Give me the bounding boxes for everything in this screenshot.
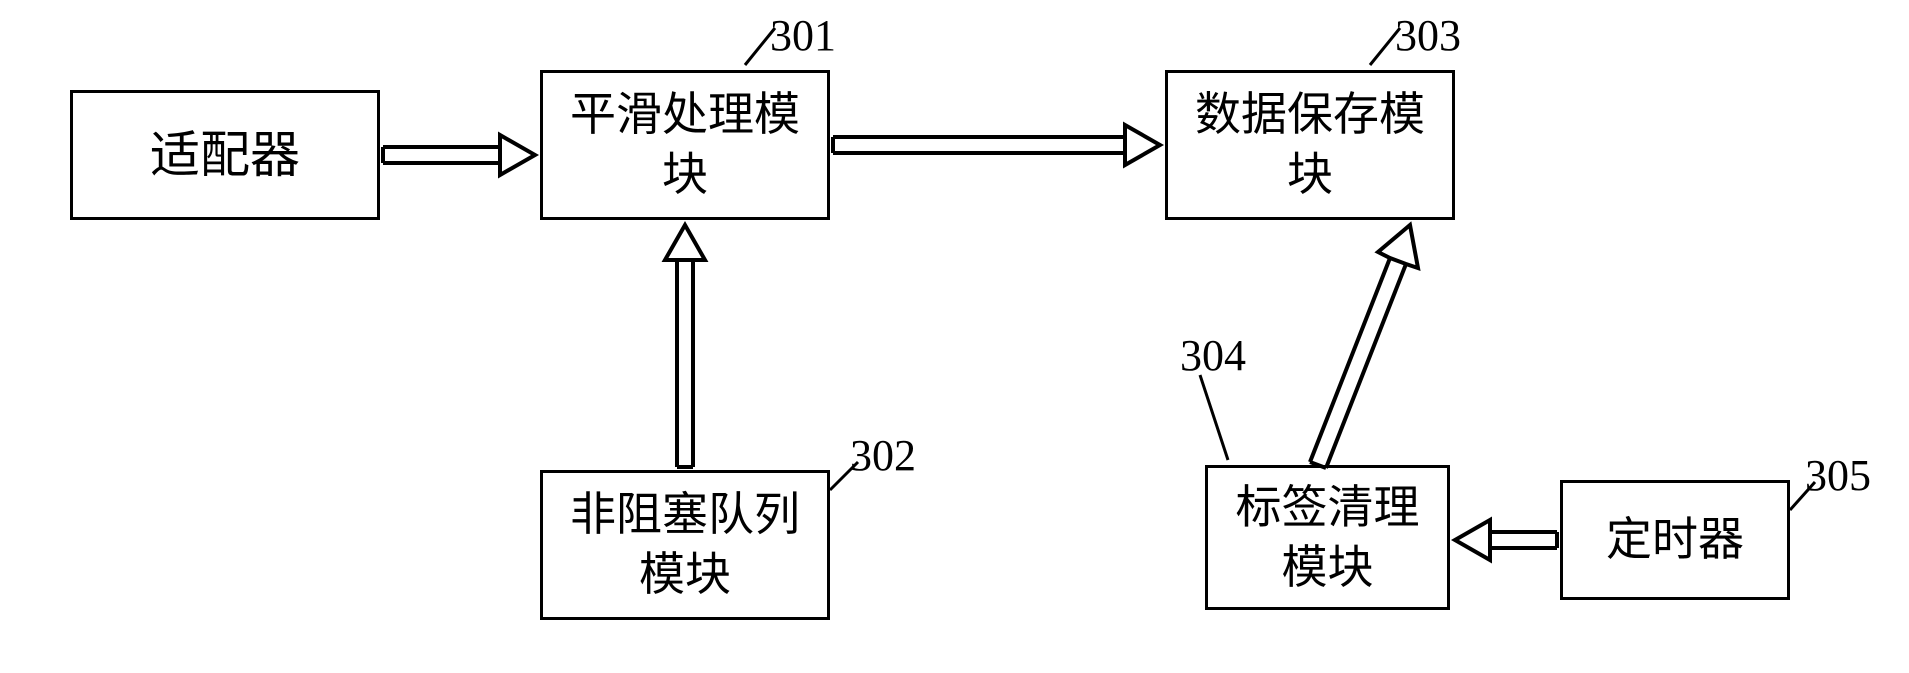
node-label: 定时器 — [1606, 510, 1744, 570]
edge-adapter-to-smoothing — [383, 135, 535, 175]
node-label: 适配器 — [150, 123, 300, 188]
edge-nonblocking-to-smoothing — [665, 225, 705, 467]
node-label: 数据保存模块 — [1195, 85, 1425, 205]
node-adapter: 适配器 — [70, 90, 380, 220]
edge-tagclean-to-datasave — [1310, 225, 1418, 468]
ref-label-303: 303 — [1395, 10, 1461, 61]
node-data-save: 数据保存模块 — [1165, 70, 1455, 220]
edge-smoothing-to-datasave — [833, 125, 1160, 165]
ref-label-302: 302 — [850, 430, 916, 481]
node-smoothing: 平滑处理模块 — [540, 70, 830, 220]
ref-label-304: 304 — [1180, 330, 1246, 381]
node-tag-cleanup: 标签清理模块 — [1205, 465, 1450, 610]
edge-timer-to-tagclean — [1455, 520, 1557, 560]
ref-label-305: 305 — [1805, 450, 1871, 501]
leader-304 — [1200, 375, 1228, 460]
node-label: 平滑处理模块 — [570, 85, 800, 205]
node-timer: 定时器 — [1560, 480, 1790, 600]
ref-label-301: 301 — [770, 10, 836, 61]
node-label: 非阻塞队列模块 — [570, 485, 800, 605]
node-label: 标签清理模块 — [1236, 478, 1420, 598]
node-nonblocking-queue: 非阻塞队列模块 — [540, 470, 830, 620]
